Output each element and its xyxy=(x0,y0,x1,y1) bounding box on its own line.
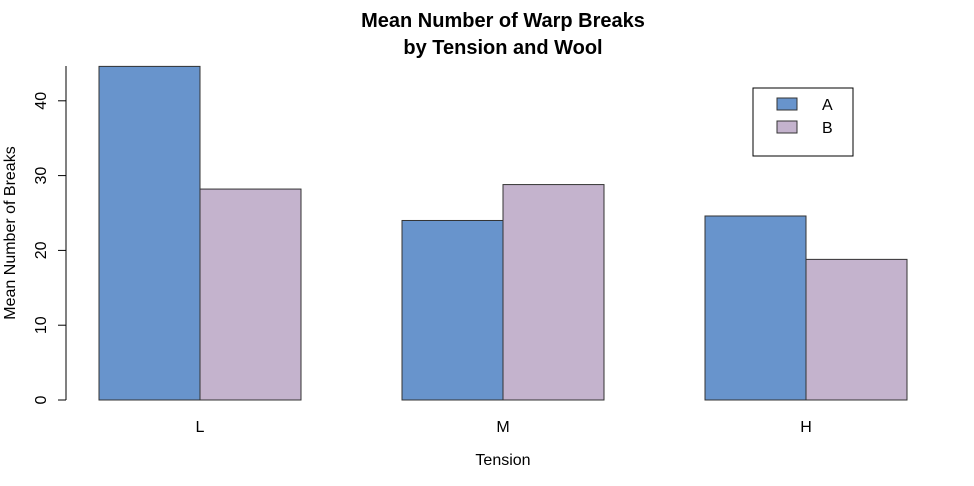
bar-H-A xyxy=(704,215,807,401)
x-tick-label-M: M xyxy=(496,419,509,436)
y-tick-label-10: 10 xyxy=(33,316,50,334)
legend-label-B: B xyxy=(822,120,833,137)
y-axis-label: Mean Number of Breaks xyxy=(2,146,19,319)
bar-H-B xyxy=(805,258,908,401)
y-tick-label-20: 20 xyxy=(33,241,50,259)
legend-label-A: A xyxy=(822,97,833,114)
y-ticks-group: 0 10 20 30 40 xyxy=(33,92,66,404)
bars-group xyxy=(98,65,908,401)
x-axis-label: Tension xyxy=(475,452,530,469)
y-tick-label-30: 30 xyxy=(33,167,50,185)
chart-title-line2: by Tension and Wool xyxy=(403,37,602,59)
chart-title-line1: Mean Number of Warp Breaks xyxy=(361,10,645,32)
bar-L-B xyxy=(199,188,302,401)
y-tick-label-40: 40 xyxy=(33,92,50,110)
bar-M-B xyxy=(502,184,605,401)
x-tick-label-H: H xyxy=(800,419,812,436)
legend-swatch-A xyxy=(776,97,798,111)
legend: AB xyxy=(752,87,854,157)
legend-box xyxy=(752,87,854,157)
y-tick-label-0: 0 xyxy=(33,395,50,404)
bar-M-A xyxy=(401,219,504,401)
legend-swatch-B xyxy=(776,120,798,134)
bar-L-A xyxy=(98,65,201,401)
x-tick-label-L: L xyxy=(196,419,205,436)
